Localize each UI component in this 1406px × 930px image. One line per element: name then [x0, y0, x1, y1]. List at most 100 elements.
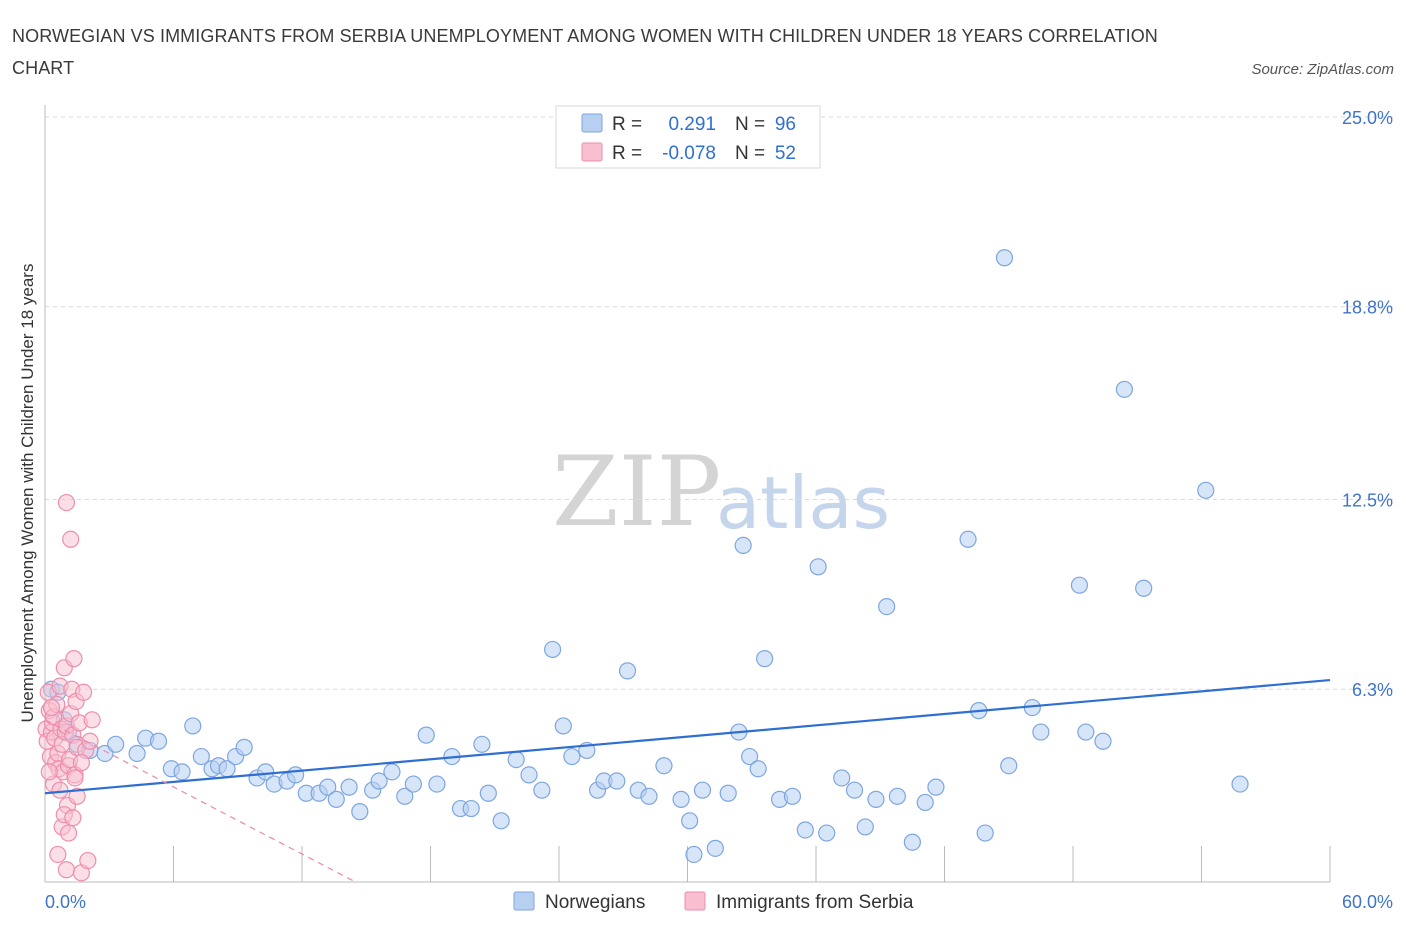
norwegians-point: [473, 735, 491, 753]
norwegians-point: [286, 766, 305, 784]
serbia-point: [40, 763, 58, 781]
x-tick-label-min: 0.0%: [45, 892, 86, 912]
norwegians-point: [672, 790, 690, 808]
norwegians-point: [976, 824, 994, 842]
serbia-point: [79, 851, 97, 870]
bottom-legend: Norwegians Immigrants from Serbia: [513, 891, 914, 913]
norwegians-point: [693, 781, 712, 799]
stats-n-value-serbia: 52: [775, 143, 796, 164]
norwegians-point: [507, 750, 525, 769]
stats-n-label-norwegians: N =: [735, 114, 765, 135]
x-tick-label-max: 60.0%: [1342, 892, 1393, 912]
stats-r-value-serbia: -0.078: [662, 143, 716, 164]
norwegians-point: [783, 787, 802, 805]
norwegians-point: [618, 662, 637, 680]
norwegians-point: [1070, 576, 1089, 594]
norwegians-point: [533, 781, 551, 799]
watermark-atlas: atlas: [716, 461, 890, 545]
serbia-point: [42, 698, 61, 717]
norwegians-point: [543, 640, 562, 659]
serbia-point: [72, 754, 91, 772]
stats-legend-swatch-norwegians: [581, 113, 603, 133]
serbia-point: [83, 711, 101, 729]
y-axis-title: Unemployment Among Women with Children U…: [18, 264, 37, 723]
stats-legend-swatch-serbia: [581, 142, 603, 162]
norwegians-point: [878, 597, 896, 616]
norwegians-point: [184, 717, 202, 735]
serbia-point: [57, 493, 76, 512]
norwegians-point: [520, 766, 538, 784]
norwegians-point: [903, 833, 921, 851]
norwegians-point: [888, 787, 906, 805]
norwegians-point: [128, 744, 146, 763]
norwegians-point: [404, 775, 422, 793]
norwegians-point: [1135, 579, 1153, 597]
gridlines: [45, 116, 1393, 690]
norwegians-point: [192, 747, 210, 766]
norwegians-point: [995, 249, 1014, 267]
norwegians-point: [916, 793, 934, 812]
stats-r-label-norwegians: R =: [612, 114, 642, 135]
serbia-point: [65, 650, 83, 668]
norwegians-point: [655, 757, 673, 775]
norwegians-point: [462, 799, 480, 818]
norwegians-point: [833, 769, 851, 787]
legend-swatch-serbia: [684, 891, 706, 911]
norwegians-point: [809, 558, 827, 576]
norwegians-point: [818, 824, 836, 842]
norwegians-point: [492, 812, 510, 830]
stats-n-label-serbia: N =: [735, 143, 765, 164]
serbia-trend-line: [44, 719, 356, 883]
norwegians-point: [1077, 723, 1095, 741]
norwegians-point: [173, 763, 191, 781]
serbia-point: [62, 530, 80, 548]
serbia-point: [66, 769, 84, 787]
norwegians-point: [749, 760, 767, 778]
stats-legend: R = 0.291 N = 96 R = -0.078 N = 52: [555, 105, 821, 169]
norwegians-point: [107, 735, 125, 753]
serbia-point: [74, 683, 93, 701]
norwegians-point: [417, 726, 435, 744]
norwegians-point: [640, 787, 658, 805]
norwegians-point: [319, 778, 337, 796]
serbia-point: [68, 787, 86, 805]
legend-swatch-norwegians: [513, 891, 535, 911]
norwegians-point: [681, 812, 699, 830]
norwegians-point: [734, 536, 752, 555]
serbia-points: [37, 493, 101, 882]
norwegians-point: [1231, 775, 1249, 793]
y-tick-label: 6.3%: [1352, 680, 1393, 700]
norwegians-point: [1115, 380, 1134, 398]
norwegians-point: [845, 781, 864, 799]
norwegians-point: [867, 790, 885, 808]
norwegians-point: [370, 772, 388, 790]
norwegians-point: [608, 772, 626, 790]
norwegians-point: [563, 747, 581, 766]
y-tick-label: 25.0%: [1342, 108, 1393, 128]
norwegians-point: [796, 821, 814, 839]
norwegians-point: [256, 763, 275, 781]
norwegians-point: [149, 732, 168, 750]
norwegians-point: [755, 650, 774, 668]
trend-lines: [44, 678, 1331, 883]
norwegians-point: [383, 763, 401, 781]
source-label: Source: ZipAtlas.com: [1251, 61, 1394, 78]
norwegians-point: [719, 784, 737, 802]
norwegians-point: [927, 778, 945, 796]
norwegians-point: [235, 738, 253, 756]
norwegians-point: [1197, 481, 1215, 499]
norwegians-point: [428, 775, 446, 793]
stats-n-value-norwegians: 96: [775, 114, 796, 135]
stats-r-value-norwegians: 0.291: [668, 114, 716, 135]
y-tick-labels: 6.3% 12.5% 18.8% 25.0%: [1342, 108, 1393, 700]
norwegians-point: [327, 790, 345, 808]
norwegians-point: [741, 747, 759, 766]
norwegians-point: [959, 530, 977, 548]
norwegians-trend-line: [44, 678, 1331, 795]
norwegians-point: [706, 839, 724, 857]
stats-r-label-serbia: R =: [612, 143, 642, 164]
norwegians-point: [351, 803, 369, 821]
serbia-point: [64, 809, 82, 827]
y-tick-label: 12.5%: [1342, 491, 1393, 511]
